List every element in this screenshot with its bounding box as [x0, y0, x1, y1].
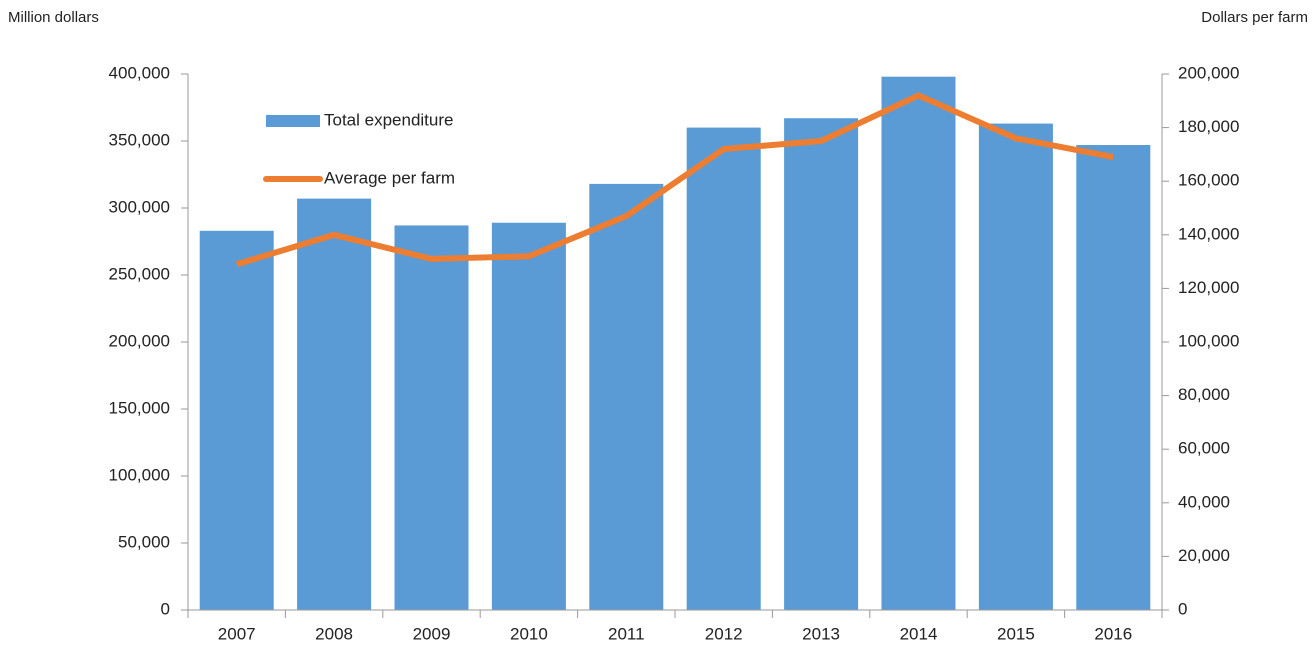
y-tick-label: 50,000 [118, 532, 170, 551]
x-tick-label: 2013 [802, 624, 840, 643]
y-axis-label: Million dollars [8, 9, 99, 26]
x-tick-label: 2014 [900, 624, 938, 643]
bar [978, 123, 1053, 610]
bar [199, 230, 274, 610]
y2-tick-label: 200,000 [1178, 63, 1239, 82]
y2-tick-label: 80,000 [1178, 385, 1230, 404]
y2-tick-label: 160,000 [1178, 171, 1239, 190]
y-tick-label: 100,000 [109, 465, 170, 484]
x-tick-label: 2016 [1094, 624, 1132, 643]
y2-tick-label: 140,000 [1178, 224, 1239, 243]
y-tick-label: 300,000 [109, 197, 170, 216]
x-tick-label: 2008 [315, 624, 353, 643]
line [235, 92, 1114, 268]
y2-tick-label: 120,000 [1178, 278, 1239, 297]
bar [686, 127, 761, 610]
legend-label: Total expenditure [324, 110, 453, 129]
legend-label: Average per farm [324, 168, 455, 187]
y-tick-label: 400,000 [109, 63, 170, 82]
bar [491, 222, 566, 611]
bar [881, 76, 956, 611]
y-tick-label: 350,000 [109, 130, 170, 149]
y-tick-label: 150,000 [109, 398, 170, 417]
y2-tick-label: 0 [1178, 599, 1187, 618]
y2-axis-label: Dollars per farm [1201, 9, 1308, 26]
bar [297, 198, 372, 610]
y2-tick-label: 60,000 [1178, 439, 1230, 458]
bar [589, 183, 664, 610]
y-tick-label: 200,000 [109, 331, 170, 350]
x-tick-label: 2011 [608, 624, 645, 643]
y2-tick-label: 180,000 [1178, 117, 1239, 136]
bar [1076, 145, 1151, 610]
y2-tick-label: 40,000 [1178, 492, 1230, 511]
bar [784, 118, 859, 610]
x-tick-label: 2010 [510, 624, 548, 643]
y-tick-label: 250,000 [109, 264, 170, 283]
x-tick-label: 2009 [413, 624, 451, 643]
bar [394, 225, 469, 611]
y2-tick-label: 20,000 [1178, 546, 1230, 565]
y-tick-label: 0 [161, 599, 170, 618]
x-tick-label: 2007 [218, 624, 256, 643]
x-tick-label: 2012 [705, 624, 743, 643]
legend-swatch [266, 115, 320, 127]
y2-tick-label: 100,000 [1178, 331, 1239, 350]
x-tick-label: 2015 [997, 624, 1035, 643]
